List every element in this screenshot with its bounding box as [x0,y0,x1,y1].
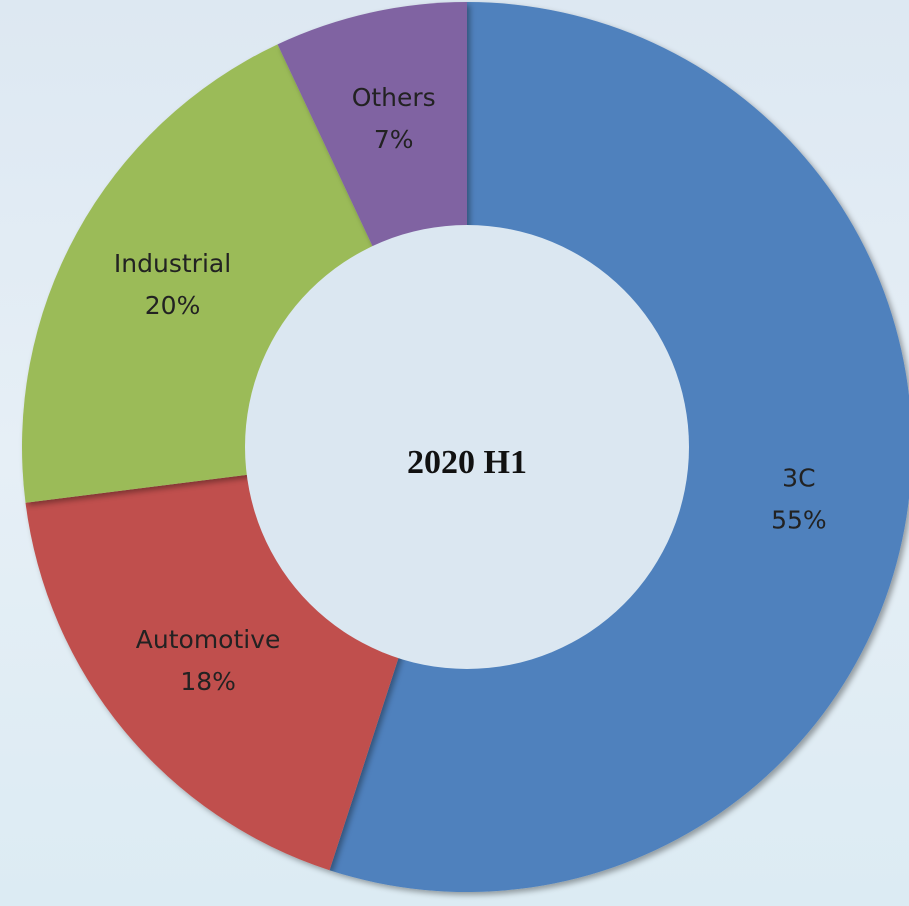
value-label: 55% [771,506,827,535]
slice-label: Industrial [114,249,231,278]
slice-label: Others [352,83,436,112]
slice-label: Automotive [136,625,281,654]
value-label: 18% [180,667,236,696]
value-label: 20% [145,291,201,320]
center-label: 2020 H1 [407,444,527,481]
donut-hole [245,225,689,669]
value-label: 7% [374,125,414,154]
slice-label: 3C [782,464,815,493]
